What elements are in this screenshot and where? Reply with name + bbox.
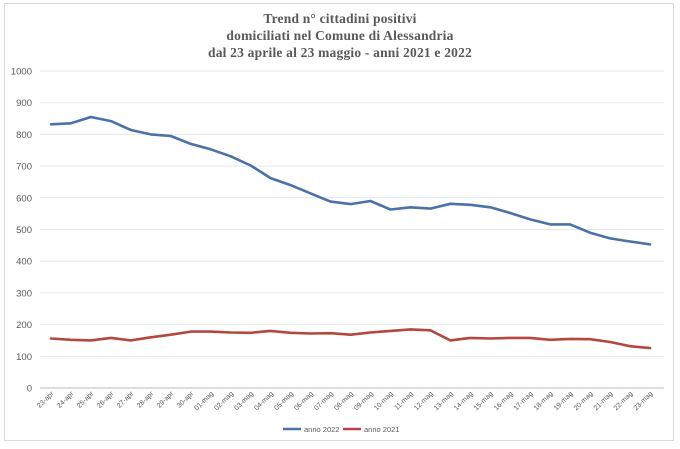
y-tick-label: 1000: [11, 67, 32, 78]
x-tick-label: 21-mag: [593, 390, 615, 412]
x-tick-label: 27-apr: [116, 390, 136, 410]
x-axis: 23-apr 24-apr 25-apr 26-apr 27-apr 28-apr 29-a…: [36, 390, 654, 412]
x-tick-label: 23-apr: [36, 390, 56, 410]
y-tick-label: 0: [27, 384, 32, 395]
chart-title-line-3: dal 23 aprile al 23 maggio - anni 2021 e…: [207, 45, 472, 60]
x-tick-label: 22-mag: [613, 390, 635, 412]
y-tick-label: 600: [16, 193, 32, 204]
x-tick-label: 09-mag: [353, 390, 375, 412]
x-tick-label: 14-mag: [453, 390, 475, 412]
x-tick-label: 05-mag: [273, 390, 295, 412]
y-tick-label: 700: [16, 162, 32, 173]
x-tick-label: 08-mag: [333, 390, 355, 412]
x-tick-label: 26-apr: [96, 390, 116, 410]
x-tick-label: 28-apr: [136, 390, 156, 410]
x-tick-label: 20-mag: [573, 390, 595, 412]
x-tick-label: 18-mag: [533, 390, 555, 412]
y-tick-label: 400: [16, 257, 32, 268]
y-tick-label: 800: [16, 130, 32, 141]
series-line-0: [49, 115, 652, 246]
x-tick-label: 25-apr: [76, 390, 96, 410]
x-tick-label: 24-apr: [56, 390, 76, 410]
x-tick-label: 13-mag: [433, 390, 455, 412]
y-axis: 0 100 200 300 400 500 600 700 800 900 1000: [11, 67, 32, 395]
x-tick-label: 10-mag: [373, 390, 395, 412]
x-tick-label: 15-mag: [473, 390, 495, 412]
y-tick-label: 900: [16, 98, 32, 109]
series-line-1: [49, 328, 652, 350]
series-lines: [49, 115, 652, 350]
legend-label: anno 2022: [304, 425, 339, 434]
y-tick-label: 100: [16, 352, 32, 363]
x-tick-label: 03-mag: [233, 390, 255, 412]
legend-label: anno 2021: [364, 425, 399, 434]
x-tick-label: 29-apr: [156, 390, 176, 410]
x-tick-label: 06-mag: [293, 390, 315, 412]
y-tick-label: 500: [16, 225, 32, 236]
x-tick-label: 11-mag: [393, 390, 414, 411]
x-tick-label: 01-mag: [193, 390, 215, 412]
x-tick-label: 04-mag: [253, 390, 275, 412]
chart-title-line-2: domiciliati nel Comune di Alessandria: [226, 28, 454, 43]
x-tick-label: 17-mag: [513, 390, 535, 412]
x-tick-label: 02-mag: [213, 390, 235, 412]
x-tick-label: 19-mag: [553, 390, 575, 412]
x-tick-label: 16-mag: [493, 390, 515, 412]
x-tick-label: 07-mag: [313, 390, 335, 412]
x-tick-label: 23-mag: [633, 390, 655, 412]
chart-title-line-1: Trend n° cittadini positivi: [263, 11, 417, 26]
chart-frame: [4, 3, 674, 441]
x-tick-label: 12-mag: [413, 390, 435, 412]
y-tick-label: 300: [16, 288, 32, 299]
legend: anno 2022 anno 2021: [283, 425, 399, 434]
y-tick-label: 200: [16, 320, 32, 331]
grid-lines: [40, 70, 664, 389]
